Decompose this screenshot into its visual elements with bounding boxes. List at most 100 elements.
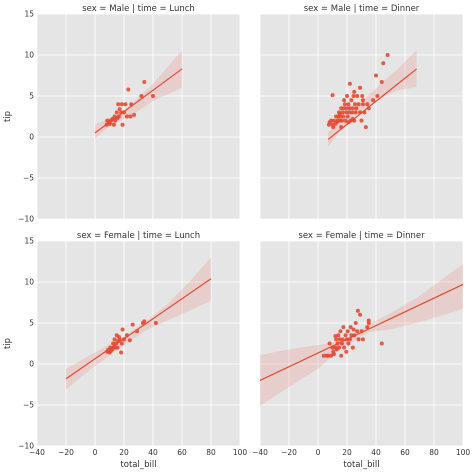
data-point [350,116,355,121]
data-point [116,334,121,339]
data-point [363,125,368,130]
data-point [352,102,357,107]
data-point [344,349,349,354]
data-point [130,322,135,327]
facet-panel-1: sex = Male | time = Dinner [259,4,464,220]
plot-area [260,14,463,219]
y-tick-label: 10 [24,278,34,287]
data-point [115,345,120,350]
facet-title: sex = Male | time = Dinner [304,4,420,14]
data-point [379,341,384,346]
data-point [329,118,334,123]
plot-area [37,241,240,446]
data-point [327,341,332,346]
data-point [352,89,357,94]
regression-line [65,278,212,380]
y-tick-label: 5 [29,92,34,101]
data-point [128,114,133,119]
data-point [365,325,370,330]
data-point [341,325,346,330]
data-point [355,308,360,313]
data-point [119,350,124,355]
data-point [351,327,356,332]
x-tick-label: 40 [371,448,381,457]
x-tick-label: −20 [58,448,74,457]
data-point [119,341,124,346]
data-point [135,329,140,334]
data-point [351,94,356,98]
data-point [339,353,344,358]
data-point [346,120,351,125]
data-point [345,329,350,334]
y-tick-label: 15 [24,237,34,246]
data-point [151,94,155,98]
data-point [112,337,117,342]
data-point [359,118,364,123]
data-point [116,114,121,119]
data-point [375,94,380,98]
data-point [346,341,351,346]
data-point [345,337,349,342]
data-point [358,85,363,90]
data-point [111,341,116,346]
data-point [329,353,334,358]
y-tick-label: −5 [23,401,34,410]
data-point [342,345,347,350]
y-tick-label: −10 [18,215,34,224]
x-axis-label: total_bill [120,460,156,470]
data-point [326,353,331,358]
y-tick-label: −10 [18,442,34,451]
data-point [120,327,125,332]
x-tick-label: 100 [456,448,471,457]
data-point [347,110,352,115]
facet-title: sex = Female | time = Dinner [298,231,425,241]
plot-area [37,14,240,219]
data-point [122,337,126,342]
data-point [129,102,134,107]
data-point [142,319,147,324]
data-point [345,114,350,119]
data-point [119,110,124,115]
y-tick-label: 0 [29,360,34,369]
data-point [341,114,346,119]
data-point [321,353,326,358]
data-point [362,110,367,115]
data-point [347,81,352,86]
data-point [347,106,352,111]
data-point [365,102,370,107]
data-point [119,102,124,107]
data-point [116,102,121,107]
data-point [348,325,353,330]
data-point [117,107,122,112]
data-point [122,110,126,115]
y-tick-label: −5 [23,174,34,183]
data-point [366,318,371,323]
x-tick-label: 20 [119,448,129,457]
data-point [347,337,352,342]
data-point [334,337,339,342]
data-point [343,333,348,338]
x-tick-label: 0 [316,448,321,457]
x-tick-label: −40 [252,448,268,457]
data-point [335,341,340,346]
data-point [346,102,351,107]
data-point [337,337,342,342]
data-point [379,80,384,85]
data-point [337,345,342,350]
data-point [381,61,386,66]
data-point [360,337,365,342]
confidence-band [260,263,463,406]
data-point [349,333,354,338]
y-tick-label: 15 [24,10,34,19]
y-tick-label: 0 [29,133,34,142]
data-point [339,118,344,123]
data-point [107,121,112,126]
data-point [385,53,390,57]
confidence-band [66,257,211,390]
data-point [356,337,361,342]
data-point [111,122,116,127]
data-point [132,112,137,117]
x-tick-label: −40 [29,448,45,457]
x-tick-label: 80 [206,448,216,457]
